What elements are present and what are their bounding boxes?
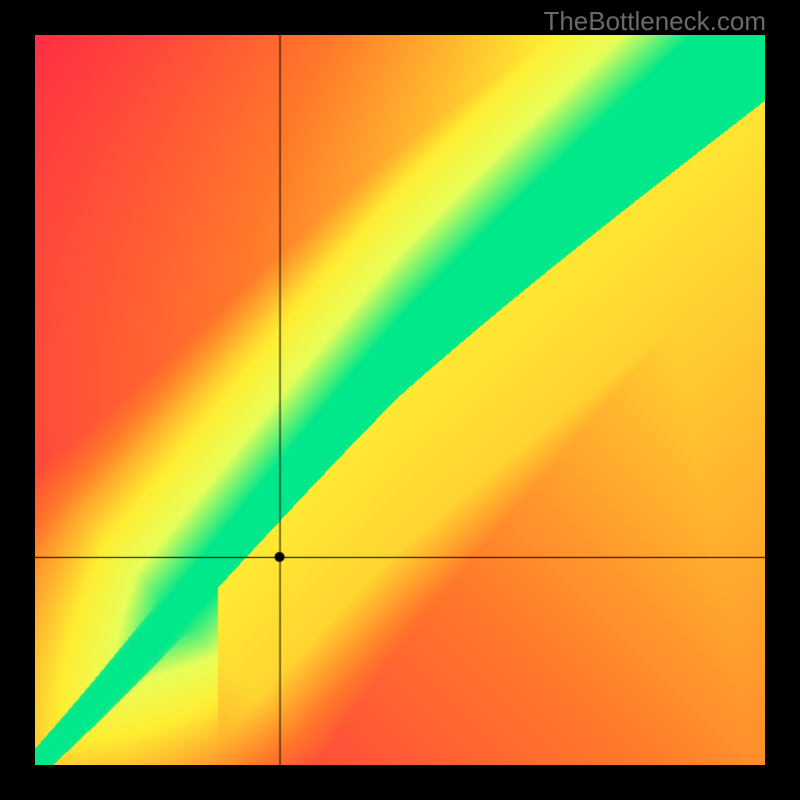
watermark-text: TheBottleneck.com [543, 6, 766, 37]
heatmap-canvas [35, 35, 765, 765]
heatmap-plot [35, 35, 765, 765]
chart-container: TheBottleneck.com [0, 0, 800, 800]
